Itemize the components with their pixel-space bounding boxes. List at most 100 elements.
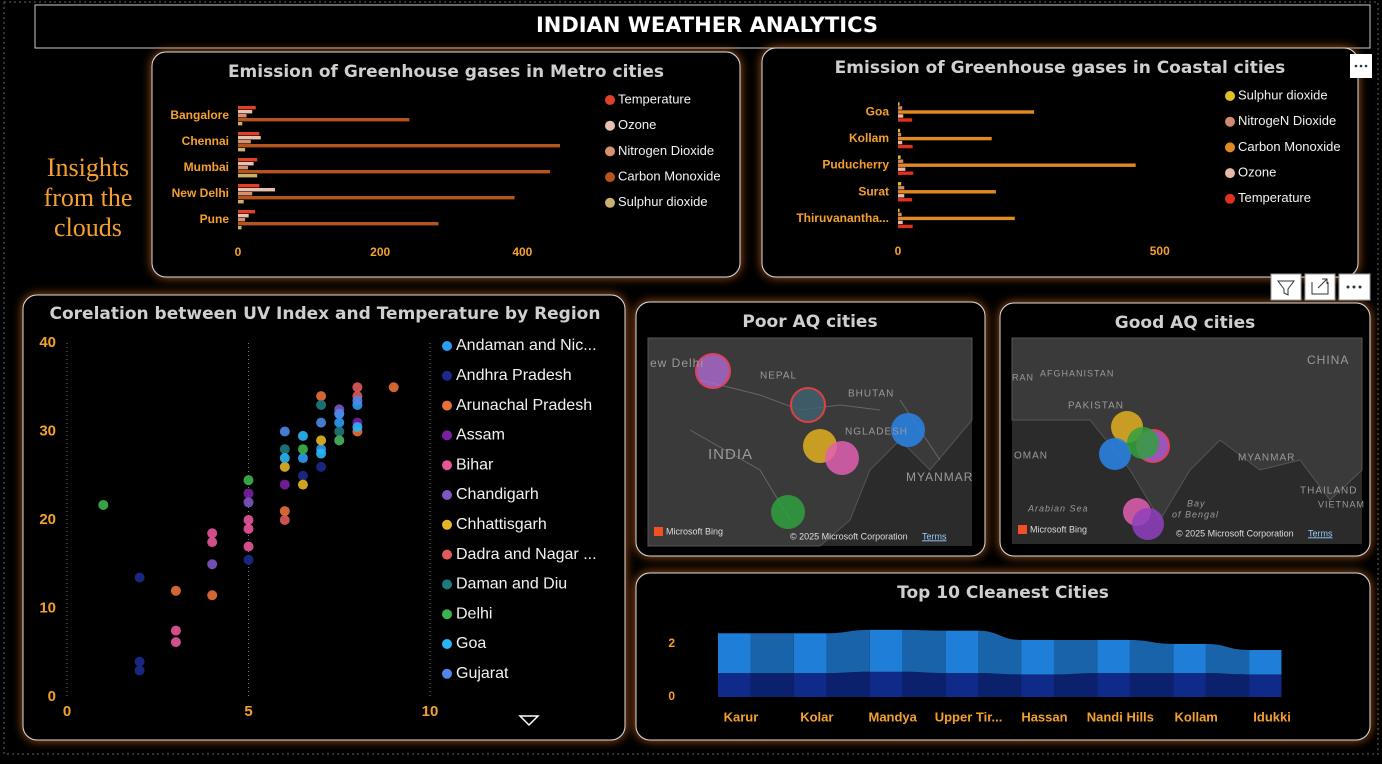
x-tick-label: Hassan (1021, 709, 1067, 724)
map-credit: © 2025 Microsoft Corporation (790, 531, 908, 541)
dot (1358, 285, 1362, 289)
map-label: VIETNAM (1318, 499, 1365, 509)
scatter-point (352, 422, 363, 433)
x-tick-label: Mandya (868, 709, 917, 724)
legend-swatch (442, 430, 452, 441)
category-label: Kollam (849, 131, 889, 145)
legend-label: Carbon Monoxide (618, 169, 721, 184)
scatter-point (352, 395, 363, 406)
scatter-point (243, 497, 254, 508)
map-bubble (825, 441, 859, 475)
map-label: MYANMAR (1238, 453, 1295, 464)
y-tick-label: 20 (39, 511, 56, 528)
bar (238, 118, 410, 122)
legend-swatch (442, 341, 452, 351)
bar (238, 136, 261, 140)
ribbon-column (793, 633, 827, 674)
chart-title: Top 10 Cleanest Cities (897, 583, 1109, 603)
legend-label: Nitrogen Dioxide (618, 143, 714, 158)
bar (238, 218, 246, 222)
bing-logo (1018, 525, 1027, 534)
bar (238, 144, 561, 148)
bar (238, 192, 253, 196)
bar (898, 144, 913, 149)
bar (238, 110, 253, 114)
bar (898, 132, 902, 137)
scatter-point (352, 382, 363, 393)
x-tick-label: Kolar (800, 709, 833, 724)
scatter-point (334, 408, 345, 419)
legend-scroll[interactable] (518, 715, 540, 727)
bar (898, 118, 913, 122)
ribbon (1205, 673, 1250, 697)
scatter-point (316, 461, 327, 472)
map-bubble (695, 353, 731, 389)
map-credit[interactable]: Terms (1308, 528, 1333, 538)
scatter-point (316, 435, 327, 446)
legend-label: Delhi (456, 605, 492, 622)
legend-label: Carbon Monoxide (1238, 139, 1341, 154)
legend-swatch (442, 668, 452, 679)
legend-label: Daman and Diu (456, 576, 567, 593)
legend-swatch (1225, 116, 1235, 127)
focus-icon (1311, 278, 1329, 295)
scatter-point (134, 665, 145, 676)
ribbon (749, 673, 794, 697)
bar (898, 128, 901, 133)
bar (238, 162, 254, 166)
bar (898, 136, 992, 141)
legend-label: Sulphur dioxide (1238, 87, 1328, 102)
bar (898, 220, 903, 225)
legend-label: Chhattisgarh (456, 516, 547, 533)
legend-swatch (442, 370, 452, 381)
bar (238, 200, 244, 204)
ribbon (1129, 673, 1174, 697)
scatter-point (316, 399, 327, 410)
scatter-point (316, 417, 327, 428)
legend-swatch (605, 120, 615, 131)
category-label: Pune (200, 212, 230, 226)
tagline: from the (44, 183, 133, 212)
ribbon-column (1249, 650, 1282, 675)
scatter-point (98, 499, 109, 510)
category-label: Puducherry (822, 158, 889, 172)
bar (238, 122, 243, 126)
bing-logo (654, 527, 663, 536)
ribbon-column (869, 671, 903, 697)
bar (238, 140, 251, 144)
map-bubble (790, 387, 826, 423)
legend-label: Andaman and Nic... (456, 337, 597, 354)
map-title: Good AQ cities (1115, 313, 1255, 333)
legend-label: Dadra and Nagar ... (456, 546, 597, 563)
bar (898, 208, 900, 213)
legend-label: Temperature (1238, 190, 1311, 205)
bar (238, 210, 256, 214)
y-tick-label: 10 (39, 599, 56, 616)
filter-button[interactable] (1270, 273, 1302, 301)
scatter-point (279, 444, 290, 455)
tagline: clouds (54, 213, 122, 242)
map-bubble (1132, 508, 1164, 540)
y-tick-label: 2 (668, 636, 675, 650)
panel (151, 51, 741, 278)
bar (238, 158, 258, 162)
ribbon-column (1097, 673, 1130, 697)
bar (898, 140, 903, 145)
dot (1359, 64, 1363, 68)
bar (238, 132, 260, 136)
category-label: Bangalore (170, 108, 229, 122)
map-credit[interactable]: Terms (922, 531, 947, 541)
x-tick-label: 0 (895, 244, 902, 258)
map-bubble (891, 413, 925, 447)
legend-swatch (442, 400, 452, 411)
y-tick-label: 40 (39, 334, 56, 351)
map-credit: Microsoft Bing (1030, 524, 1087, 534)
scatter-point (334, 435, 345, 446)
bar (238, 188, 275, 192)
x-tick-label: 0 (235, 245, 242, 259)
bar (898, 216, 1015, 221)
scatter-point (243, 515, 254, 525)
legend-swatch (1225, 193, 1235, 204)
focus-button[interactable] (1304, 273, 1336, 301)
scatter-point (243, 523, 254, 534)
